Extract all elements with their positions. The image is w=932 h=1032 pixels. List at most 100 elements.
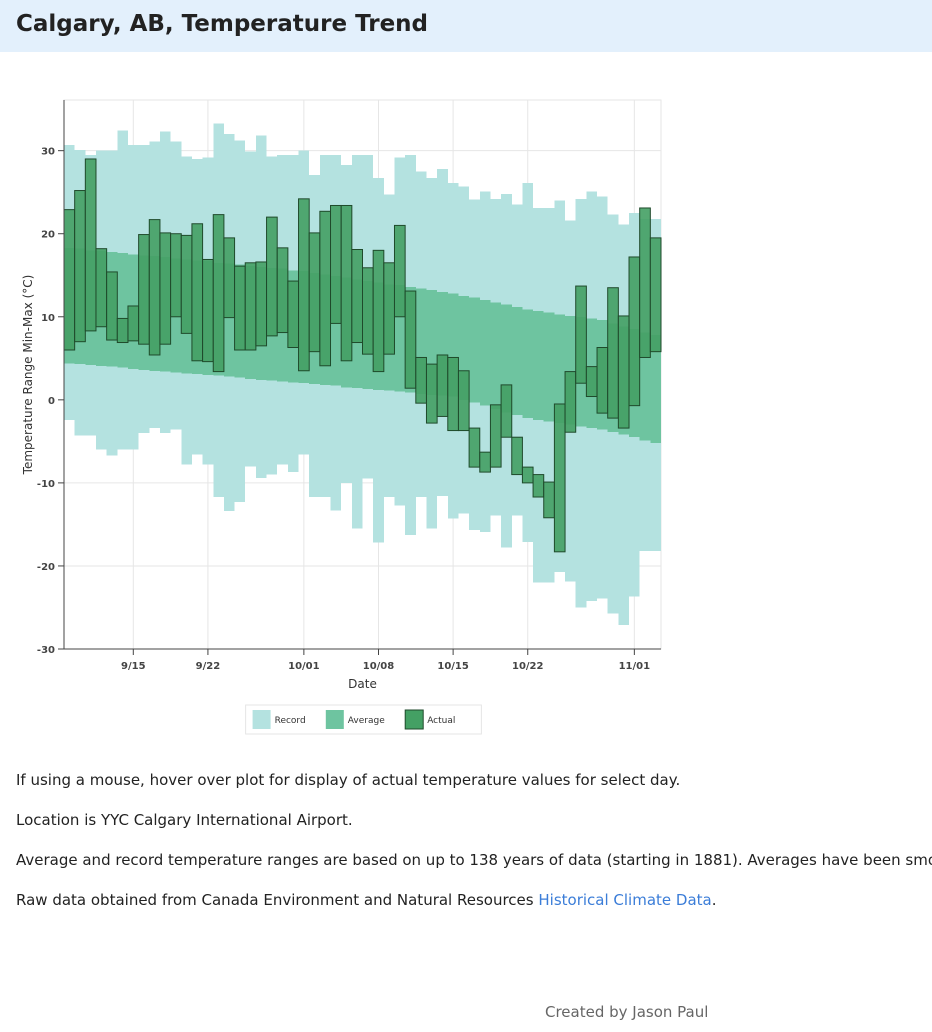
paragraph: Location is YYC Calgary International Ai…	[16, 811, 353, 829]
range-bar	[447, 293, 459, 397]
range-bar	[458, 296, 470, 400]
range-bar	[404, 290, 417, 389]
x-tick-label: 10/08	[363, 661, 395, 672]
range-bar	[511, 306, 523, 415]
range-bar	[330, 276, 342, 386]
paragraph: Average and record temperature ranges ar…	[16, 851, 932, 869]
source-text: Raw data obtained from Canada Environmen…	[16, 891, 539, 909]
range-bar	[84, 158, 97, 332]
y-tick-label: 0	[48, 396, 55, 407]
range-bar	[607, 287, 619, 419]
range-bar	[490, 302, 502, 409]
y-tick-label: -10	[37, 479, 55, 490]
range-bar	[639, 332, 651, 441]
range-bar	[372, 249, 385, 373]
range-bar	[393, 224, 406, 318]
range-bar	[212, 214, 225, 373]
range-bar	[489, 404, 502, 468]
range-bar	[415, 356, 427, 404]
range-bar	[287, 280, 300, 349]
range-bar	[298, 198, 310, 372]
legend-swatch	[404, 709, 424, 730]
range-bar	[117, 252, 128, 368]
range-bar	[74, 190, 86, 343]
range-bar	[437, 291, 448, 396]
range-bar	[564, 371, 577, 433]
source-link[interactable]: Historical Climate Data	[538, 891, 712, 909]
range-bar	[127, 305, 140, 342]
range-bar	[426, 290, 438, 395]
paragraph: If using a mouse, hover over plot for di…	[16, 771, 681, 789]
range-bar	[468, 427, 481, 468]
legend-swatch	[252, 710, 271, 729]
range-bar	[617, 315, 630, 429]
range-bar	[351, 249, 364, 344]
range-bar	[202, 258, 214, 363]
range-bar	[394, 285, 406, 392]
range-bar	[469, 297, 480, 403]
range-bar	[223, 237, 236, 319]
y-tick-label: -20	[37, 562, 55, 573]
footer: Created by Jason Paul	[545, 1003, 709, 1021]
range-bar	[180, 234, 193, 334]
range-bar	[532, 474, 545, 498]
range-bar	[565, 315, 576, 425]
range-bar	[308, 232, 321, 353]
x-tick-label: 10/15	[437, 661, 469, 672]
range-bar	[543, 481, 555, 519]
range-bar	[116, 317, 129, 344]
x-tick-label: 11/01	[619, 661, 651, 672]
range-bar	[159, 232, 172, 345]
range-bar	[522, 309, 534, 419]
legend-swatch	[325, 710, 344, 729]
x-tick-label: 10/01	[288, 661, 320, 672]
range-bar	[425, 363, 438, 424]
x-tick-label: 10/22	[512, 661, 544, 672]
range-bar	[596, 347, 609, 414]
legend-label: Actual	[427, 716, 455, 726]
y-tick-label: 10	[41, 313, 55, 324]
range-bar	[447, 356, 459, 432]
range-bar	[106, 271, 118, 341]
range-bar	[191, 223, 204, 362]
range-bar	[244, 262, 257, 351]
range-bar	[330, 204, 342, 324]
x-axis-label: Date	[348, 677, 377, 691]
range-bar	[415, 288, 427, 395]
range-bar	[553, 403, 566, 553]
legend-box	[245, 704, 482, 735]
range-bar	[628, 256, 641, 407]
paragraph: Raw data obtained from Canada Environmen…	[16, 891, 717, 909]
range-bar	[500, 384, 513, 438]
range-bar	[521, 466, 534, 484]
range-bar	[340, 204, 353, 362]
y-axis-label: Temperature Range Min-Max (°C)	[21, 275, 35, 476]
header: Calgary, AB, Temperature Trend	[0, 0, 932, 52]
range-bar	[457, 370, 470, 432]
y-tick-label: 30	[41, 147, 55, 158]
range-bar	[223, 263, 235, 377]
range-bar	[543, 312, 555, 422]
range-bar	[276, 247, 289, 334]
range-bar	[585, 366, 598, 398]
x-tick-label: 9/15	[121, 661, 146, 672]
range-bar	[266, 216, 278, 337]
range-bar	[575, 285, 587, 384]
range-bar	[170, 233, 182, 318]
y-tick-label: 20	[41, 230, 55, 241]
range-bar	[533, 310, 544, 420]
range-bar	[255, 261, 268, 347]
range-bar	[362, 267, 374, 355]
page-title: Calgary, AB, Temperature Trend	[16, 11, 429, 37]
range-bar	[554, 314, 566, 424]
chart: -30 -20 -10 0 10 20 30 9/15 9/22 10/01 10/08 10/15 1…	[21, 99, 662, 735]
y-tick-label: -30	[37, 645, 55, 656]
range-bar	[501, 304, 512, 413]
range-bar	[639, 207, 651, 358]
range-bar	[649, 237, 662, 353]
range-bar	[650, 335, 661, 444]
source-end: .	[711, 891, 717, 909]
range-bar	[511, 436, 523, 476]
range-bar	[95, 248, 108, 328]
